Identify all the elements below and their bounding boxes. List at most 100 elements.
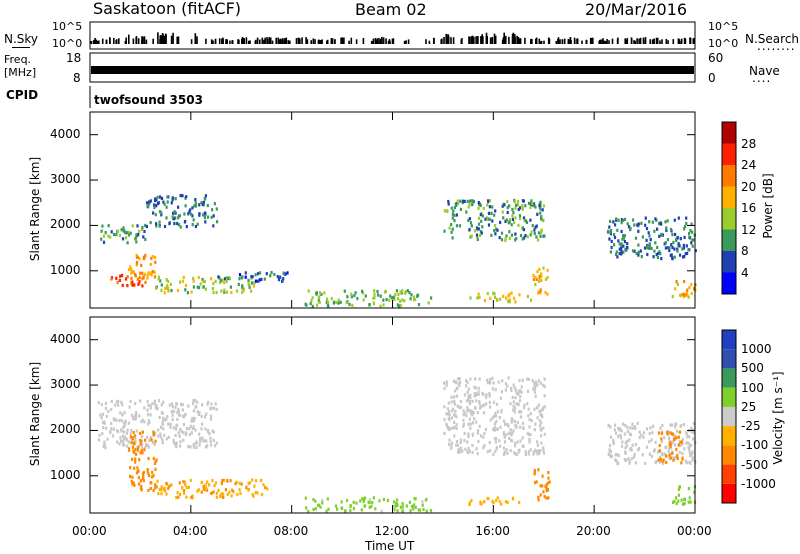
power-cell (153, 205, 156, 210)
power-colorbar-tick-label: 20 (741, 179, 757, 194)
nsky-mark (287, 40, 290, 44)
velocity-cell (129, 466, 132, 470)
nsky-mark (689, 37, 691, 44)
nsky-mark (535, 40, 537, 44)
power-cell (173, 210, 176, 214)
velocity-cell (633, 455, 636, 459)
velocity-cell (484, 427, 488, 432)
velocity-cell (657, 458, 660, 462)
velocity-cell (448, 418, 451, 422)
nsky-mark (289, 40, 291, 44)
velocity-cell (191, 417, 194, 421)
power-cell (320, 292, 323, 296)
nsky-mark (321, 39, 323, 44)
velocity-cell (175, 427, 178, 431)
power-cell (624, 247, 627, 251)
velocity-cell (135, 429, 138, 433)
power-cell (671, 245, 674, 250)
velocity-cell (518, 410, 521, 414)
power-cell (165, 205, 168, 209)
power-cell (686, 288, 689, 292)
power-cell (135, 253, 138, 257)
nsky-mark (221, 38, 223, 44)
velocity-cell (171, 418, 174, 422)
velocity-cell (196, 489, 199, 493)
velocity-cell (130, 428, 133, 432)
velocity-cell (236, 492, 239, 496)
velocity-cell (364, 504, 367, 508)
velocity-cell (220, 482, 223, 486)
velocity-cell (194, 398, 197, 402)
velocity-cell (152, 474, 155, 478)
velocity-cell (170, 410, 173, 414)
velocity-cell (123, 411, 126, 415)
velocity-cell (146, 443, 149, 447)
velocity-cell (152, 430, 155, 434)
velocity-cell (506, 500, 509, 505)
velocity-cell (125, 431, 128, 435)
power-cell (507, 294, 511, 298)
velocity-cell (537, 403, 540, 407)
velocity-cell (443, 381, 446, 385)
power-cell (122, 229, 125, 233)
velocity-cell (146, 408, 149, 412)
velocity-cell (688, 445, 691, 450)
nsky-mark (604, 40, 607, 44)
velocity-cell (499, 444, 502, 448)
nave-tick-0: 0 (708, 71, 716, 85)
velocity-cell (543, 451, 546, 455)
velocity-cell (201, 403, 204, 407)
velocity-cell (189, 424, 192, 428)
power-cell (521, 206, 524, 210)
velocity-cell (482, 435, 485, 439)
power-cell (186, 291, 189, 295)
power-cell (145, 224, 148, 229)
velocity-cell (392, 500, 396, 504)
power-cell (143, 272, 146, 276)
power-cell (204, 220, 207, 224)
velocity-cell (542, 446, 545, 450)
velocity-cell (543, 405, 546, 409)
power-cell (350, 292, 353, 296)
power-cell (626, 222, 629, 226)
power-cell (327, 300, 330, 304)
velocity-cell (486, 378, 489, 382)
power-cell (184, 204, 187, 208)
power-cell (673, 247, 676, 251)
velocity-cell (139, 438, 142, 442)
power-cell (693, 287, 696, 291)
velocity-cell (163, 418, 167, 422)
nsky-mark (482, 36, 484, 44)
power-cell (477, 227, 480, 231)
power-cell (532, 277, 535, 281)
nsky-mark (96, 41, 99, 44)
power-cell (107, 224, 110, 228)
power-cell (258, 271, 262, 275)
velocity-cell (143, 420, 146, 424)
velocity-cell (196, 400, 199, 404)
velocity-cell (445, 422, 448, 426)
velocity-cell (506, 384, 509, 388)
power-cell (656, 227, 659, 231)
power-cell (504, 238, 507, 243)
velocity-cell (526, 377, 529, 381)
velocity-cell (455, 426, 458, 430)
power-colorbar-tick-label: 8 (741, 244, 749, 258)
power-cell (494, 232, 497, 236)
nsky-mark (326, 39, 329, 44)
power-cell (332, 301, 335, 305)
nsky-mark (581, 40, 583, 44)
power-cell (310, 299, 313, 303)
power-cell (212, 214, 215, 218)
power-cell (228, 276, 231, 280)
power-cell (536, 270, 539, 274)
nsky-mark (374, 38, 377, 44)
velocity-cell (505, 433, 508, 437)
velocity-cell (155, 404, 158, 408)
velocity-cell (321, 501, 324, 505)
velocity-cell (677, 493, 680, 497)
nsky-mark (375, 40, 378, 44)
power-cell (513, 220, 516, 224)
power-cell (136, 261, 139, 265)
power-cell (120, 228, 123, 232)
